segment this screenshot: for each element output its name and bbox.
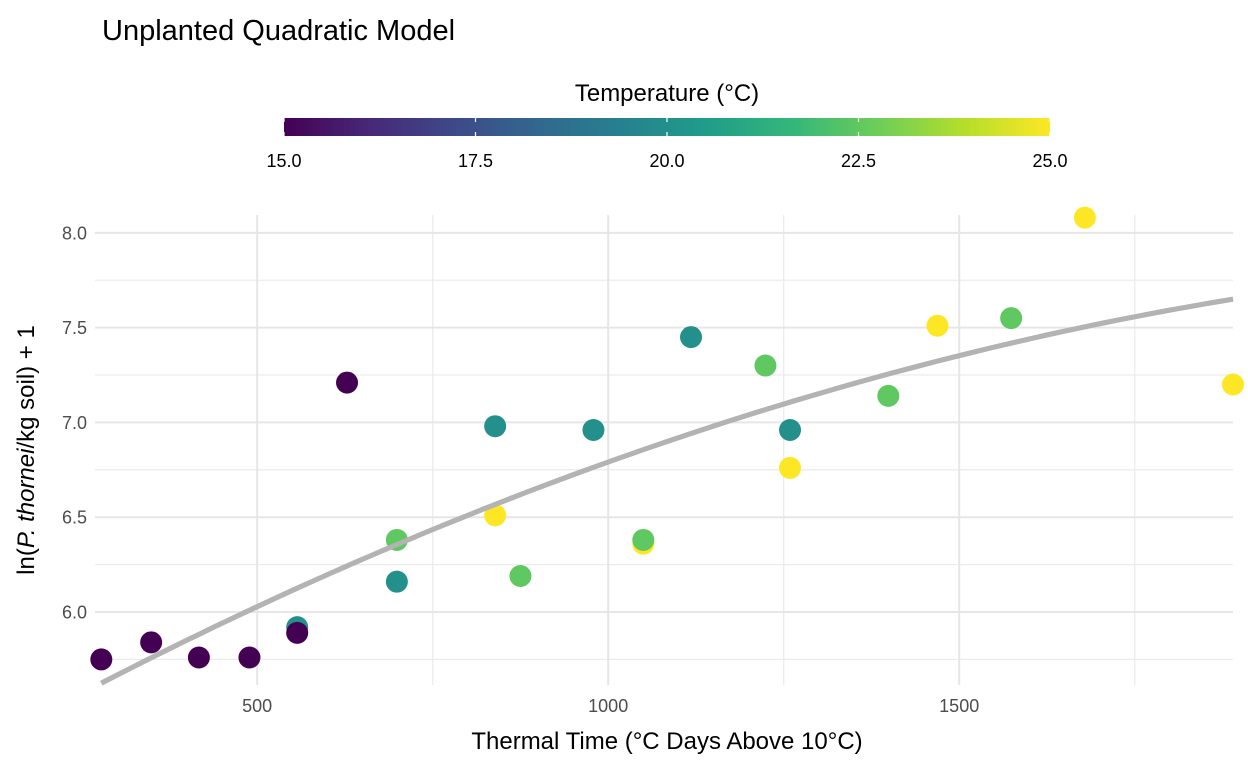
data-point <box>1000 307 1023 330</box>
data-point <box>484 415 507 438</box>
data-point <box>385 570 408 593</box>
data-point <box>926 314 949 337</box>
overlay-points <box>100 296 1234 686</box>
colorbar-tick-label: 15.0 <box>266 151 301 171</box>
colorbar-tick-labels: 15.0 17.5 20.0 22.5 25.0 <box>266 151 1067 171</box>
y-tick-label: 6.0 <box>62 603 87 623</box>
x-tick-label: 1500 <box>939 696 979 716</box>
y-tick-label: 7.5 <box>62 318 87 338</box>
colorbar <box>284 118 1050 136</box>
plot-panel <box>90 206 1244 686</box>
minor-gridlines <box>95 215 1233 685</box>
y-axis-label-italic: P. thornei <box>13 448 40 548</box>
data-point <box>680 326 703 349</box>
data-point <box>1222 373 1244 396</box>
y-axis-tick-labels: 6.0 6.5 7.0 7.5 8.0 <box>62 223 87 622</box>
y-tick-label: 7.0 <box>62 413 87 433</box>
y-axis-label-suffix: /kg soil) + 1 <box>13 325 40 448</box>
legend-title: Temperature (°C) <box>575 80 759 107</box>
data-point <box>582 418 605 441</box>
data-point <box>632 528 655 551</box>
colorbar-tick-label: 20.0 <box>649 151 684 171</box>
x-tick-label: 1000 <box>588 696 628 716</box>
major-gridlines <box>95 215 1233 685</box>
colorbar-tick-label: 25.0 <box>1032 151 1067 171</box>
y-tick-label: 6.5 <box>62 508 87 528</box>
x-tick-label: 500 <box>242 696 272 716</box>
chart-title: Unplanted Quadratic Model <box>102 15 455 47</box>
fit-line <box>100 296 1234 686</box>
legend: Temperature (°C) 15.0 17.5 20.0 22.5 25.0 <box>266 80 1067 171</box>
colorbar-tick-label: 22.5 <box>841 151 876 171</box>
data-point <box>877 384 900 407</box>
data-point <box>779 456 802 479</box>
data-point <box>484 504 507 527</box>
colorbar-tick-label: 17.5 <box>458 151 493 171</box>
x-axis-tick-labels: 500 1000 1500 <box>242 696 979 716</box>
y-axis-label: ln(P. thornei/kg soil) + 1 <box>13 325 40 575</box>
data-point <box>238 646 261 669</box>
data-point <box>187 646 210 669</box>
data-point <box>754 354 777 377</box>
fit-line-overlay <box>100 296 1234 686</box>
data-point <box>1073 206 1096 229</box>
data-point <box>336 371 359 394</box>
data-point <box>140 631 163 654</box>
x-axis-label: Thermal Time (°C Days Above 10°C) <box>471 728 862 755</box>
y-axis-label-prefix: ln( <box>13 548 40 575</box>
colorbar-ticks <box>283 118 1051 136</box>
data-point <box>779 418 802 441</box>
data-points <box>90 206 1244 671</box>
data-point <box>90 648 113 671</box>
data-point <box>509 564 532 587</box>
y-tick-label: 8.0 <box>62 223 87 243</box>
data-point <box>286 621 309 644</box>
